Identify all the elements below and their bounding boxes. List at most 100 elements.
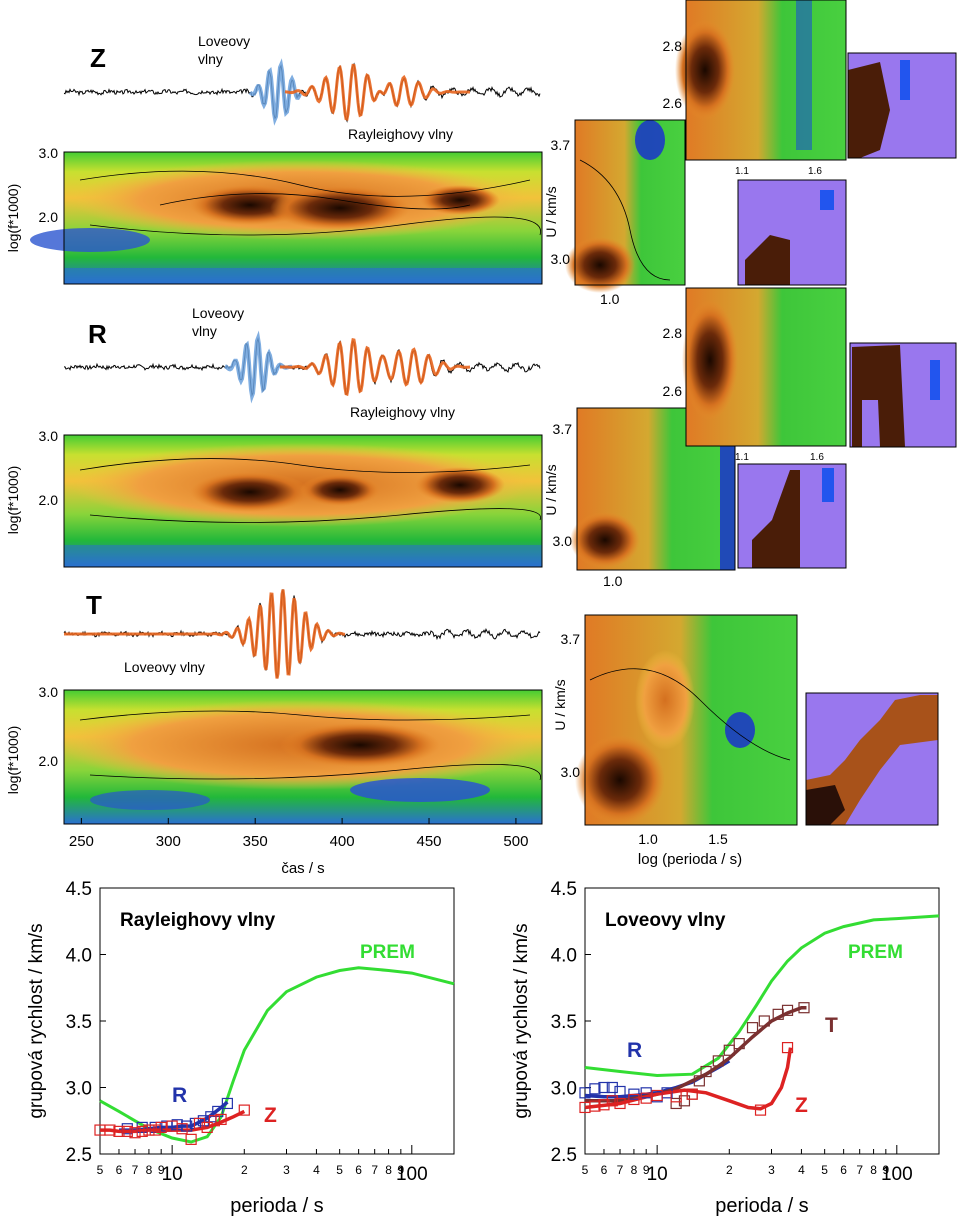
- time-tick-label: 450: [417, 833, 442, 850]
- love-window-Z: [248, 58, 302, 126]
- x-tick-label: 100: [881, 1164, 913, 1185]
- x-tick-label: 6: [840, 1163, 847, 1177]
- x-tick-label: 9: [397, 1163, 404, 1177]
- x-tick-label: 7: [132, 1163, 139, 1177]
- marker-T: [733, 1038, 745, 1050]
- ftan-R-ytick-30: 3.0: [553, 533, 573, 549]
- ftan-Z-ytick-30: 3.0: [551, 251, 571, 267]
- marker-T: [712, 1055, 724, 1067]
- marker-T: [781, 1004, 794, 1016]
- rayleigh-window-Z: [284, 63, 470, 121]
- love-label-Z-2: vlny: [198, 51, 223, 67]
- zoom-R-ytick-26: 2.6: [663, 383, 683, 399]
- love-window-R: [224, 330, 293, 404]
- spec-Z-ytick-2: 2.0: [39, 209, 59, 225]
- ftan-T: 3.7 3.0 1.0 1.5 U / km/s log (perioda / …: [552, 614, 939, 868]
- y-tick-label: 2.5: [551, 1145, 577, 1166]
- marker-Z: [628, 1093, 640, 1106]
- marker-T: [700, 1065, 712, 1078]
- marker-Z: [686, 1088, 698, 1100]
- marker-Z: [606, 1095, 618, 1107]
- y-tick-label: 4.0: [66, 946, 92, 967]
- x-tick-label: 4: [313, 1163, 320, 1177]
- time-tick-label: 400: [330, 833, 355, 850]
- ftan-Z-ylabel: U / km/s: [543, 186, 559, 237]
- dispersion-chart-rayleigh: 2.53.03.54.04.55 6 7 8 910 2 3 4 5 6 7 8 9100perioda…: [26, 879, 455, 1217]
- x-tick-label: 2: [726, 1163, 733, 1177]
- zoom-Z-ytick-28: 2.8: [663, 38, 683, 54]
- ftan-T-ytick-30: 3.0: [561, 764, 581, 780]
- marker-T: [746, 1022, 759, 1034]
- spec-Z-ylabel: log(f*1000): [5, 184, 21, 253]
- marker-R: [614, 1085, 626, 1098]
- x-tick-label: 5: [582, 1163, 589, 1177]
- series-label-R: R: [627, 1039, 642, 1062]
- y-tick-label: 3.5: [551, 1012, 577, 1033]
- x-tick-label: 5: [336, 1163, 343, 1177]
- spectrogram-Z: 3.0 2.0 log(f*1000): [5, 145, 543, 285]
- marker-T: [772, 1008, 784, 1020]
- marker-Z: [201, 1121, 213, 1134]
- x-tick-label: 8: [870, 1163, 877, 1177]
- x-tick-label: 100: [396, 1164, 428, 1185]
- x-tick-label: 7: [856, 1163, 863, 1177]
- spec-R-ytick-3: 3.0: [39, 428, 59, 444]
- time-tick-label: 250: [69, 833, 94, 850]
- y-tick-label: 4.5: [551, 879, 577, 900]
- marker-T: [798, 1002, 810, 1014]
- marker-T: [670, 1097, 682, 1110]
- series-label-T: T: [825, 1014, 838, 1037]
- series-line-PREM: [584, 914, 940, 1078]
- spec-R-ylabel: log(f*1000): [5, 466, 21, 535]
- rayleigh-window-R: [280, 338, 471, 397]
- ftan-R: 3.7 3.0 1.0 U / km/s 2.8 2.6 1.1 1.6: [543, 287, 957, 589]
- zoom-Z-xtick-11: 1.1: [735, 166, 749, 177]
- x-tick-label: 3: [768, 1163, 775, 1177]
- marker-T: [758, 1015, 770, 1027]
- component-label-R: R: [88, 319, 107, 349]
- marker-R: [589, 1083, 601, 1095]
- marker-R: [598, 1081, 610, 1094]
- time-axis-label: čas / s: [281, 860, 324, 877]
- ftan-Z-ytick-37: 3.7: [551, 137, 571, 153]
- marker-R: [197, 1115, 209, 1127]
- x-tick-label: 6: [355, 1163, 362, 1177]
- rayleigh-label-R: Rayleighovy vlny: [350, 404, 455, 420]
- love-label-R-2: vlny: [192, 323, 217, 339]
- x-tick-label: 10: [162, 1164, 183, 1185]
- zoom-R-xtick-16: 1.6: [810, 452, 824, 463]
- spec-Z-ytick-3: 3.0: [39, 145, 59, 161]
- x-tick-label: 8: [385, 1163, 392, 1177]
- marker-Z: [640, 1092, 652, 1104]
- marker-Z: [155, 1121, 167, 1134]
- series-label-R: R: [172, 1084, 187, 1107]
- ftan-T-ylabel: U / km/s: [552, 679, 568, 730]
- rayleigh-label-Z: Rayleighovy vlny: [348, 126, 453, 142]
- x-tick-label: 7: [371, 1163, 378, 1177]
- x-tick-label: 9: [882, 1163, 889, 1177]
- component-label-T: T: [86, 590, 102, 620]
- ftan-R-ytick-37: 3.7: [553, 421, 573, 437]
- marker-Z: [238, 1104, 250, 1116]
- marker-T: [693, 1075, 705, 1087]
- y-tick-label: 3.0: [551, 1079, 577, 1100]
- marker-Z: [143, 1124, 155, 1136]
- y-axis-label: grupová rychlost / km/s: [26, 923, 47, 1118]
- ftan-T-xtick-10: 1.0: [638, 831, 658, 847]
- x-axis-label: perioda / s: [715, 1195, 808, 1217]
- marker-T: [723, 1044, 735, 1056]
- series-label-PREM: PREM: [848, 942, 903, 963]
- ftan-R-ylabel: U / km/s: [543, 464, 559, 515]
- x-axis-label: perioda / s: [230, 1195, 323, 1217]
- marker-Z: [193, 1117, 206, 1130]
- component-label-Z: Z: [90, 43, 106, 73]
- x-tick-label: 5: [821, 1163, 828, 1177]
- love-label-T: Loveovy vlny: [124, 659, 205, 675]
- marker-Z: [208, 1115, 220, 1127]
- marker-Z: [670, 1091, 682, 1103]
- zoom-R-ytick-28: 2.8: [663, 325, 683, 341]
- series-label-Z: Z: [264, 1104, 277, 1127]
- marker-Z: [589, 1100, 601, 1112]
- love-label-R-1: Loveovy: [192, 305, 244, 321]
- marker-Z: [598, 1099, 610, 1111]
